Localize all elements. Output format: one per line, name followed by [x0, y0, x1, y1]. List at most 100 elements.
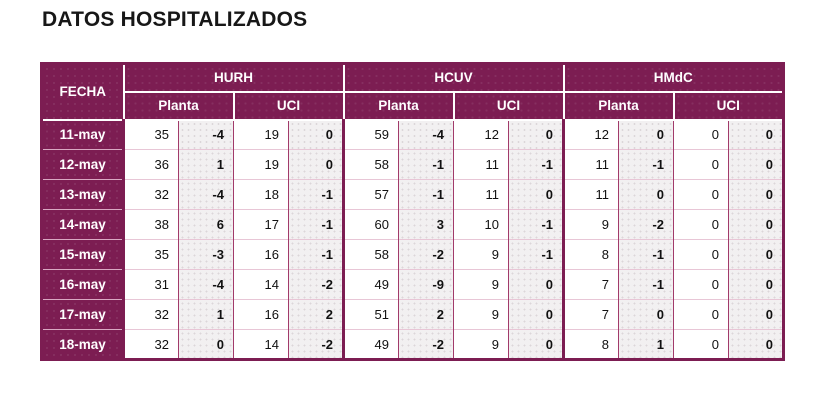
value-cell: 9	[453, 269, 509, 300]
delta-cell: 2	[398, 299, 454, 330]
group-header-hmdc: HMdC	[562, 62, 785, 93]
delta-cell: -1	[398, 179, 454, 210]
delta-cell: 2	[288, 299, 344, 330]
delta-cell: 0	[618, 179, 674, 210]
value-cell: 14	[233, 329, 289, 360]
hospital-data-table: FECHA HURH HCUV HMdC Planta UCI Planta U…	[40, 62, 785, 361]
value-cell: 16	[233, 299, 289, 330]
value-cell: 0	[673, 329, 729, 360]
table-body: 11-may 35 -4 19 0 59 -4 12 0 12 0 0 0 12-may 36 1 19 0 58-…	[41, 119, 784, 360]
subheader-hmdc-uci: UCI	[672, 90, 785, 121]
value-cell: 18	[233, 179, 289, 210]
value-cell: 19	[233, 119, 289, 150]
date-cell: 18-may	[41, 329, 124, 360]
delta-cell: -1	[508, 239, 564, 270]
value-cell: 59	[342, 119, 399, 150]
value-cell: 49	[342, 269, 399, 300]
value-cell: 8	[562, 239, 619, 270]
table-row: 15-may 35 -3 16 -1 58 -2 9 -1 8 -1 0 0	[41, 239, 784, 270]
delta-cell: 1	[178, 149, 234, 180]
value-cell: 9	[453, 299, 509, 330]
delta-cell: 0	[288, 149, 344, 180]
date-cell: 11-may	[41, 119, 124, 150]
value-cell: 8	[562, 329, 619, 360]
value-cell: 11	[562, 179, 619, 210]
delta-cell: 0	[508, 179, 564, 210]
delta-cell: 0	[728, 239, 784, 270]
delta-cell: -1	[618, 149, 674, 180]
value-cell: 60	[342, 209, 399, 240]
delta-cell: -1	[288, 179, 344, 210]
delta-cell: -2	[618, 209, 674, 240]
value-cell: 49	[342, 329, 399, 360]
date-cell: 14-may	[41, 209, 124, 240]
value-cell: 16	[233, 239, 289, 270]
group-header-hcuv: HCUV	[342, 62, 565, 93]
value-cell: 7	[562, 269, 619, 300]
delta-cell: -2	[288, 329, 344, 360]
date-cell: 17-may	[41, 299, 124, 330]
value-cell: 0	[673, 179, 729, 210]
value-cell: 31	[122, 269, 179, 300]
table-row: 11-may 35 -4 19 0 59 -4 12 0 12 0 0 0	[41, 119, 784, 150]
subheader-hurh-planta: Planta	[122, 90, 235, 121]
delta-cell: -3	[178, 239, 234, 270]
value-cell: 10	[453, 209, 509, 240]
value-cell: 14	[233, 269, 289, 300]
date-cell: 16-may	[41, 269, 124, 300]
value-cell: 51	[342, 299, 399, 330]
table-row: 14-may 38 6 17 -1 60 3 10 -1 9 -2 0 0	[41, 209, 784, 240]
value-cell: 32	[122, 329, 179, 360]
value-cell: 0	[673, 149, 729, 180]
subheader-hurh-uci: UCI	[232, 90, 345, 121]
delta-cell: -9	[398, 269, 454, 300]
value-cell: 0	[673, 239, 729, 270]
value-cell: 7	[562, 299, 619, 330]
table-row: 13-may 32 -4 18 -1 57 -1 11 0 11 0 0 0	[41, 179, 784, 210]
delta-cell: 0	[288, 119, 344, 150]
value-cell: 17	[233, 209, 289, 240]
delta-cell: 0	[618, 119, 674, 150]
value-cell: 0	[673, 299, 729, 330]
delta-cell: 0	[508, 119, 564, 150]
table-header: FECHA HURH HCUV HMdC Planta UCI Planta U…	[40, 62, 785, 121]
value-cell: 38	[122, 209, 179, 240]
date-cell: 15-may	[41, 239, 124, 270]
delta-cell: -4	[178, 179, 234, 210]
column-header-fecha: FECHA	[40, 62, 125, 121]
delta-cell: 0	[728, 119, 784, 150]
delta-cell: -1	[618, 239, 674, 270]
delta-cell: -1	[508, 149, 564, 180]
delta-cell: -1	[508, 209, 564, 240]
delta-cell: -1	[288, 239, 344, 270]
delta-cell: -1	[398, 149, 454, 180]
delta-cell: 0	[728, 269, 784, 300]
value-cell: 58	[342, 239, 399, 270]
value-cell: 9	[453, 329, 509, 360]
delta-cell: -1	[618, 269, 674, 300]
date-cell: 12-may	[41, 149, 124, 180]
subheader-hmdc-planta: Planta	[562, 90, 675, 121]
delta-cell: 1	[618, 329, 674, 360]
delta-cell: 0	[728, 209, 784, 240]
delta-cell: 0	[728, 179, 784, 210]
value-cell: 35	[122, 239, 179, 270]
value-cell: 9	[453, 239, 509, 270]
delta-cell: 0	[728, 329, 784, 360]
value-cell: 0	[673, 119, 729, 150]
value-cell: 11	[562, 149, 619, 180]
subheader-hcuv-uci: UCI	[452, 90, 565, 121]
value-cell: 12	[562, 119, 619, 150]
value-cell: 32	[122, 179, 179, 210]
value-cell: 9	[562, 209, 619, 240]
group-header-row: FECHA HURH HCUV HMdC	[40, 62, 785, 121]
delta-cell: -4	[178, 119, 234, 150]
delta-cell: 0	[508, 299, 564, 330]
delta-cell: 0	[508, 329, 564, 360]
delta-cell: 0	[618, 299, 674, 330]
delta-cell: 0	[728, 149, 784, 180]
table-row: 17-may 32 1 16 2 51 2 9 0 7 0 0 0	[41, 299, 784, 330]
value-cell: 11	[453, 179, 509, 210]
value-cell: 57	[342, 179, 399, 210]
delta-cell: 3	[398, 209, 454, 240]
